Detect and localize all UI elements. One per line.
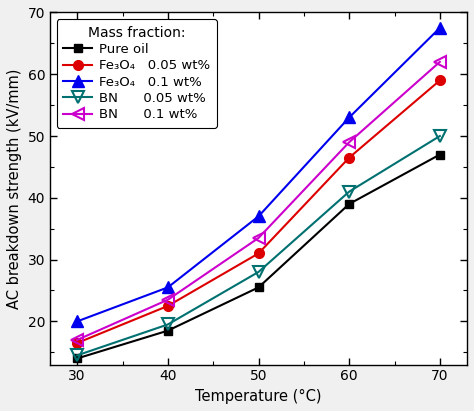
Fe₃O₄   0.05 wt% [255,251,261,256]
Line: Fe₃O₄   0.1 wt%: Fe₃O₄ 0.1 wt% [72,22,446,327]
Legend: Pure oil, Fe₃O₄   0.05 wt%, Fe₃O₄   0.1 wt%, BN      0.05 wt%, BN      0.1 wt%: Pure oil, Fe₃O₄ 0.05 wt%, Fe₃O₄ 0.1 wt%,… [56,19,217,128]
Fe₃O₄   0.1 wt% [346,115,352,120]
BN      0.1 wt% [165,297,171,302]
Pure oil [255,285,261,290]
Line: Fe₃O₄   0.05 wt%: Fe₃O₄ 0.05 wt% [73,76,445,348]
BN      0.05 wt% [74,353,80,358]
Pure oil [437,152,443,157]
BN      0.05 wt% [165,322,171,327]
BN      0.1 wt% [437,60,443,65]
Fe₃O₄   0.05 wt% [346,155,352,160]
Line: Pure oil: Pure oil [73,150,444,363]
Fe₃O₄   0.1 wt% [74,319,80,324]
Fe₃O₄   0.1 wt% [165,285,171,290]
Line: BN      0.05 wt%: BN 0.05 wt% [72,130,446,361]
Fe₃O₄   0.05 wt% [74,341,80,346]
BN      0.1 wt% [74,337,80,342]
BN      0.05 wt% [437,134,443,139]
BN      0.1 wt% [346,140,352,145]
Pure oil [165,328,171,333]
BN      0.05 wt% [346,189,352,194]
Fe₃O₄   0.1 wt% [255,214,261,219]
Pure oil [346,201,352,206]
Y-axis label: AC breakdown strength (kV/mm): AC breakdown strength (kV/mm) [7,68,22,309]
BN      0.05 wt% [255,270,261,275]
BN      0.1 wt% [255,236,261,240]
X-axis label: Temperature (°C): Temperature (°C) [195,389,322,404]
Pure oil [74,356,80,361]
Line: BN      0.1 wt%: BN 0.1 wt% [72,56,446,346]
Fe₃O₄   0.1 wt% [437,25,443,30]
Fe₃O₄   0.05 wt% [165,303,171,308]
Fe₃O₄   0.05 wt% [437,78,443,83]
